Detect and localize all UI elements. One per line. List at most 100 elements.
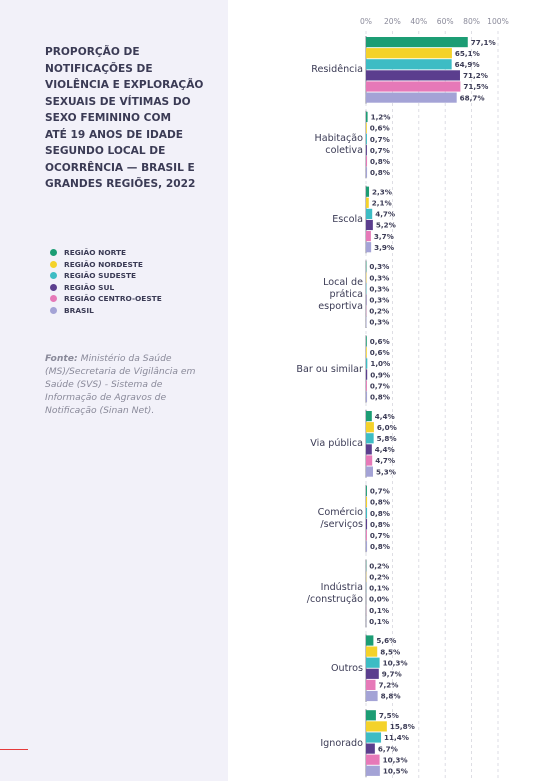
bar — [366, 530, 367, 541]
value-label: 9,7% — [382, 670, 402, 679]
category-label: Local de prática esportiva — [318, 276, 363, 312]
value-label: 0,8% — [370, 509, 390, 518]
bar — [366, 197, 369, 208]
value-label: 0,3% — [369, 296, 389, 305]
value-label: 71,2% — [463, 71, 488, 80]
value-label: 64,9% — [455, 60, 480, 69]
legend-label: REGIÃO NORDESTE — [64, 259, 143, 269]
bar — [366, 347, 367, 358]
bar — [366, 358, 368, 369]
legend-swatch — [50, 283, 57, 291]
value-label: 8,8% — [381, 692, 401, 701]
bar — [366, 732, 382, 743]
value-label: 4,4% — [375, 412, 395, 421]
bar — [366, 219, 373, 231]
value-label: 0,9% — [370, 370, 390, 379]
bar — [366, 466, 373, 477]
value-label: 3,9% — [374, 243, 394, 252]
bar — [366, 679, 376, 690]
value-label: 1,0% — [370, 359, 390, 368]
value-label: 0,2% — [369, 561, 389, 570]
value-label: 0,8% — [370, 168, 390, 177]
legend-item: BRASIL — [50, 305, 162, 317]
bar — [366, 167, 368, 178]
bar — [366, 369, 368, 380]
value-label: 0,8% — [370, 542, 390, 551]
value-label: 5,8% — [377, 434, 397, 443]
bar — [366, 411, 372, 422]
bar — [366, 242, 372, 253]
bar — [366, 111, 368, 122]
bar — [366, 208, 373, 219]
legend-item: REGIÃO SUL — [50, 282, 162, 294]
legend-label: REGIÃO SUDESTE — [64, 271, 137, 281]
category-label: Residência — [311, 64, 363, 76]
value-label: 10,3% — [383, 755, 408, 764]
category-label: Habitação coletiva — [314, 133, 363, 157]
legend: REGIÃO NORTE REGIÃO NORDESTE REGIÃO SUDEST… — [50, 247, 162, 316]
bar — [366, 444, 372, 455]
value-label: 7,5% — [379, 711, 399, 720]
bar — [366, 668, 379, 679]
value-label: 8,5% — [380, 647, 400, 656]
category-label: Bar ou similar — [296, 363, 363, 375]
value-label: 3,7% — [374, 232, 394, 241]
value-label: 0,0% — [369, 595, 389, 604]
bar — [366, 743, 375, 754]
bar — [366, 48, 452, 59]
value-label: 11,4% — [384, 733, 409, 742]
value-label: 4,7% — [375, 456, 395, 465]
source: Fonte: Ministério da Saúde (MS)/Secretar… — [45, 352, 210, 417]
bar — [366, 336, 367, 347]
value-label: 0,7% — [370, 146, 390, 155]
value-label: 6,0% — [377, 423, 397, 432]
bar — [366, 455, 373, 466]
x-tick-label: 20% — [384, 17, 401, 26]
x-tick-label: 100% — [487, 17, 509, 26]
value-label: 7,2% — [379, 681, 399, 690]
value-label: 4,7% — [375, 210, 395, 219]
bar — [366, 92, 457, 103]
bar — [366, 485, 367, 496]
value-label: 2,3% — [372, 187, 392, 196]
value-label: 0,3% — [369, 273, 389, 282]
value-label: 0,2% — [369, 307, 389, 316]
value-label: 77,1% — [471, 38, 496, 47]
value-label: 10,3% — [383, 658, 408, 667]
value-label: 5,6% — [376, 636, 396, 645]
legend-label: REGIÃO CENTRO-OESTE — [64, 294, 162, 304]
bar — [366, 156, 368, 167]
bar — [366, 70, 460, 81]
bar — [366, 391, 368, 402]
bar — [366, 765, 380, 776]
value-label: 0,2% — [369, 573, 389, 582]
chart-title: PROPORÇÃO DE NOTIFICAÇÕES DE VIOLÊNCIA E… — [45, 46, 204, 190]
value-label: 0,1% — [369, 584, 389, 593]
category-label: Comércio /serviços — [317, 507, 363, 531]
bar — [366, 690, 378, 702]
category-label: Indústria /construção — [306, 581, 363, 605]
bar — [366, 145, 367, 156]
legend-item: REGIÃO CENTRO-OESTE — [50, 293, 162, 305]
value-label: 0,7% — [370, 381, 390, 390]
category-label: Outros — [331, 662, 363, 674]
bar — [366, 231, 371, 242]
value-label: 0,6% — [370, 348, 390, 357]
bar — [366, 433, 374, 444]
value-label: 5,2% — [376, 221, 396, 230]
legend-item: REGIÃO NORTE — [50, 247, 162, 259]
value-label: 0,3% — [369, 262, 389, 271]
legend-swatch — [50, 249, 57, 257]
value-label: 2,1% — [372, 199, 392, 208]
value-label: 6,7% — [378, 744, 398, 753]
x-tick-label: 80% — [463, 17, 480, 26]
bar — [366, 59, 452, 70]
legend-swatch — [50, 272, 57, 280]
value-label: 0,3% — [369, 318, 389, 327]
value-label: 5,3% — [376, 467, 396, 476]
bar — [366, 635, 374, 646]
value-label: 0,8% — [370, 157, 390, 166]
legend-label: BRASIL — [64, 305, 94, 315]
